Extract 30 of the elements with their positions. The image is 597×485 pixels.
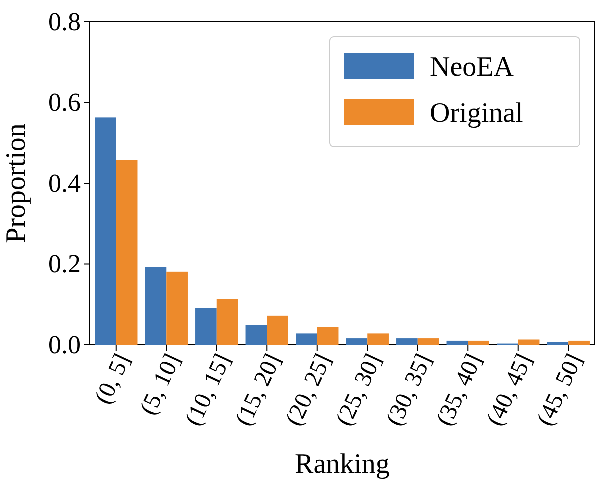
- bar: [368, 334, 389, 345]
- bar: [246, 325, 268, 345]
- bar: [468, 340, 490, 345]
- bar: [346, 338, 368, 345]
- x-axis-title: Ranking: [295, 449, 390, 480]
- bar: [95, 118, 116, 345]
- bar: [116, 160, 138, 345]
- legend-label: NeoEA: [430, 52, 515, 83]
- bar: [418, 338, 440, 345]
- legend-label: Original: [430, 98, 524, 129]
- bar: [296, 334, 318, 345]
- bar: [317, 327, 339, 345]
- x-tick-label: (5, 10]: [136, 350, 186, 420]
- bar: [145, 267, 167, 345]
- bar: [568, 340, 590, 345]
- bar: [518, 340, 540, 345]
- y-tick-label: 0.4: [48, 168, 81, 198]
- bar: [267, 316, 288, 345]
- bar: [446, 340, 468, 345]
- bar: [547, 342, 569, 345]
- y-tick-label: 0.0: [48, 330, 81, 360]
- x-tick-label: (0, 5]: [90, 350, 136, 408]
- y-tick-label: 0.8: [48, 7, 81, 36]
- bar: [396, 338, 418, 345]
- bar: [216, 299, 238, 345]
- bar: [166, 272, 188, 345]
- y-tick-label: 0.6: [48, 88, 81, 118]
- y-axis-title: Proportion: [1, 124, 32, 244]
- bar: [196, 308, 217, 345]
- y-tick-label: 0.2: [48, 250, 81, 279]
